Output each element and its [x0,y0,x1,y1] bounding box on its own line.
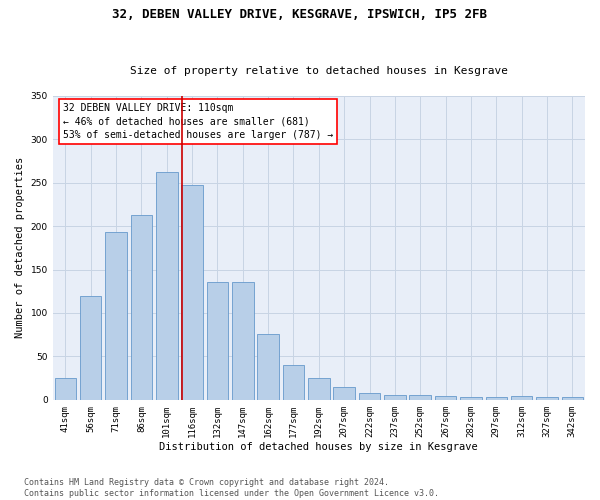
Bar [562,397,583,400]
Bar [308,378,329,400]
X-axis label: Distribution of detached houses by size in Kesgrave: Distribution of detached houses by size … [160,442,478,452]
Bar [232,282,254,400]
Y-axis label: Number of detached properties: Number of detached properties [15,157,25,338]
Bar [409,394,431,400]
Bar [105,232,127,400]
Bar [131,215,152,400]
Text: 32 DEBEN VALLEY DRIVE: 110sqm
← 46% of detached houses are smaller (681)
53% of : 32 DEBEN VALLEY DRIVE: 110sqm ← 46% of d… [64,104,334,140]
Bar [435,396,457,400]
Bar [257,334,279,400]
Bar [80,296,101,400]
Bar [485,397,507,400]
Bar [55,378,76,400]
Bar [460,397,482,400]
Bar [206,282,228,400]
Bar [156,172,178,400]
Bar [359,393,380,400]
Bar [334,387,355,400]
Bar [536,397,558,400]
Bar [181,185,203,400]
Title: Size of property relative to detached houses in Kesgrave: Size of property relative to detached ho… [130,66,508,76]
Bar [511,396,532,400]
Text: Contains HM Land Registry data © Crown copyright and database right 2024.
Contai: Contains HM Land Registry data © Crown c… [24,478,439,498]
Bar [384,394,406,400]
Bar [283,365,304,400]
Text: 32, DEBEN VALLEY DRIVE, KESGRAVE, IPSWICH, IP5 2FB: 32, DEBEN VALLEY DRIVE, KESGRAVE, IPSWIC… [113,8,487,20]
